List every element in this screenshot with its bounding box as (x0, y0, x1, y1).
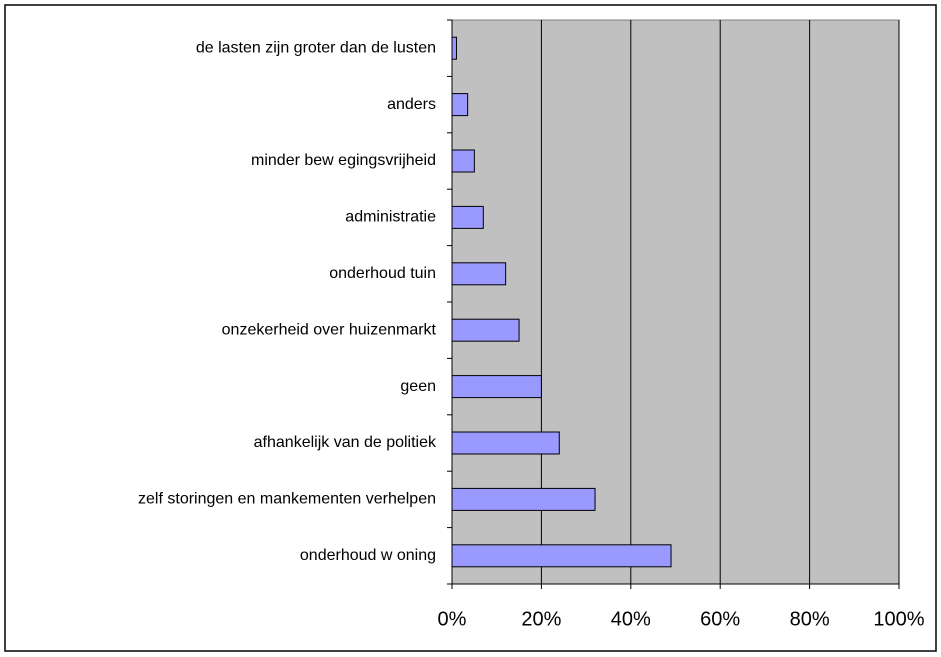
bar (451, 544, 672, 568)
x-tick-label: 80% (790, 608, 830, 630)
x-tick-label: 60% (700, 608, 740, 630)
y-tick-label: anders (387, 96, 436, 113)
bar (451, 318, 520, 342)
bar (451, 93, 469, 117)
x-tick-label: 20% (521, 608, 561, 630)
bar (451, 149, 475, 173)
y-tick-label: afhankelijk van de politiek (254, 434, 437, 451)
bar (451, 205, 484, 229)
y-tick-label: geen (400, 378, 436, 395)
y-tick-label: administratie (345, 209, 436, 226)
y-tick-label: minder bew egingsvrijheid (251, 152, 436, 169)
bar (451, 36, 457, 60)
y-tick-label: onderhoud tuin (329, 265, 436, 282)
y-tick-label: onderhoud w oning (300, 547, 436, 564)
y-tick-label: onzekerheid over huizenmarkt (222, 321, 437, 338)
x-tick-label: 0% (438, 608, 467, 630)
bar (451, 487, 596, 511)
bar (451, 375, 542, 399)
bar (451, 262, 507, 286)
x-tick-label: 40% (611, 608, 651, 630)
x-tick-label: 100% (873, 608, 924, 630)
y-tick-label: de lasten zijn groter dan de lusten (196, 39, 436, 56)
y-tick-label: zelf storingen en mankementen verhelpen (138, 491, 436, 508)
bar (451, 431, 560, 455)
